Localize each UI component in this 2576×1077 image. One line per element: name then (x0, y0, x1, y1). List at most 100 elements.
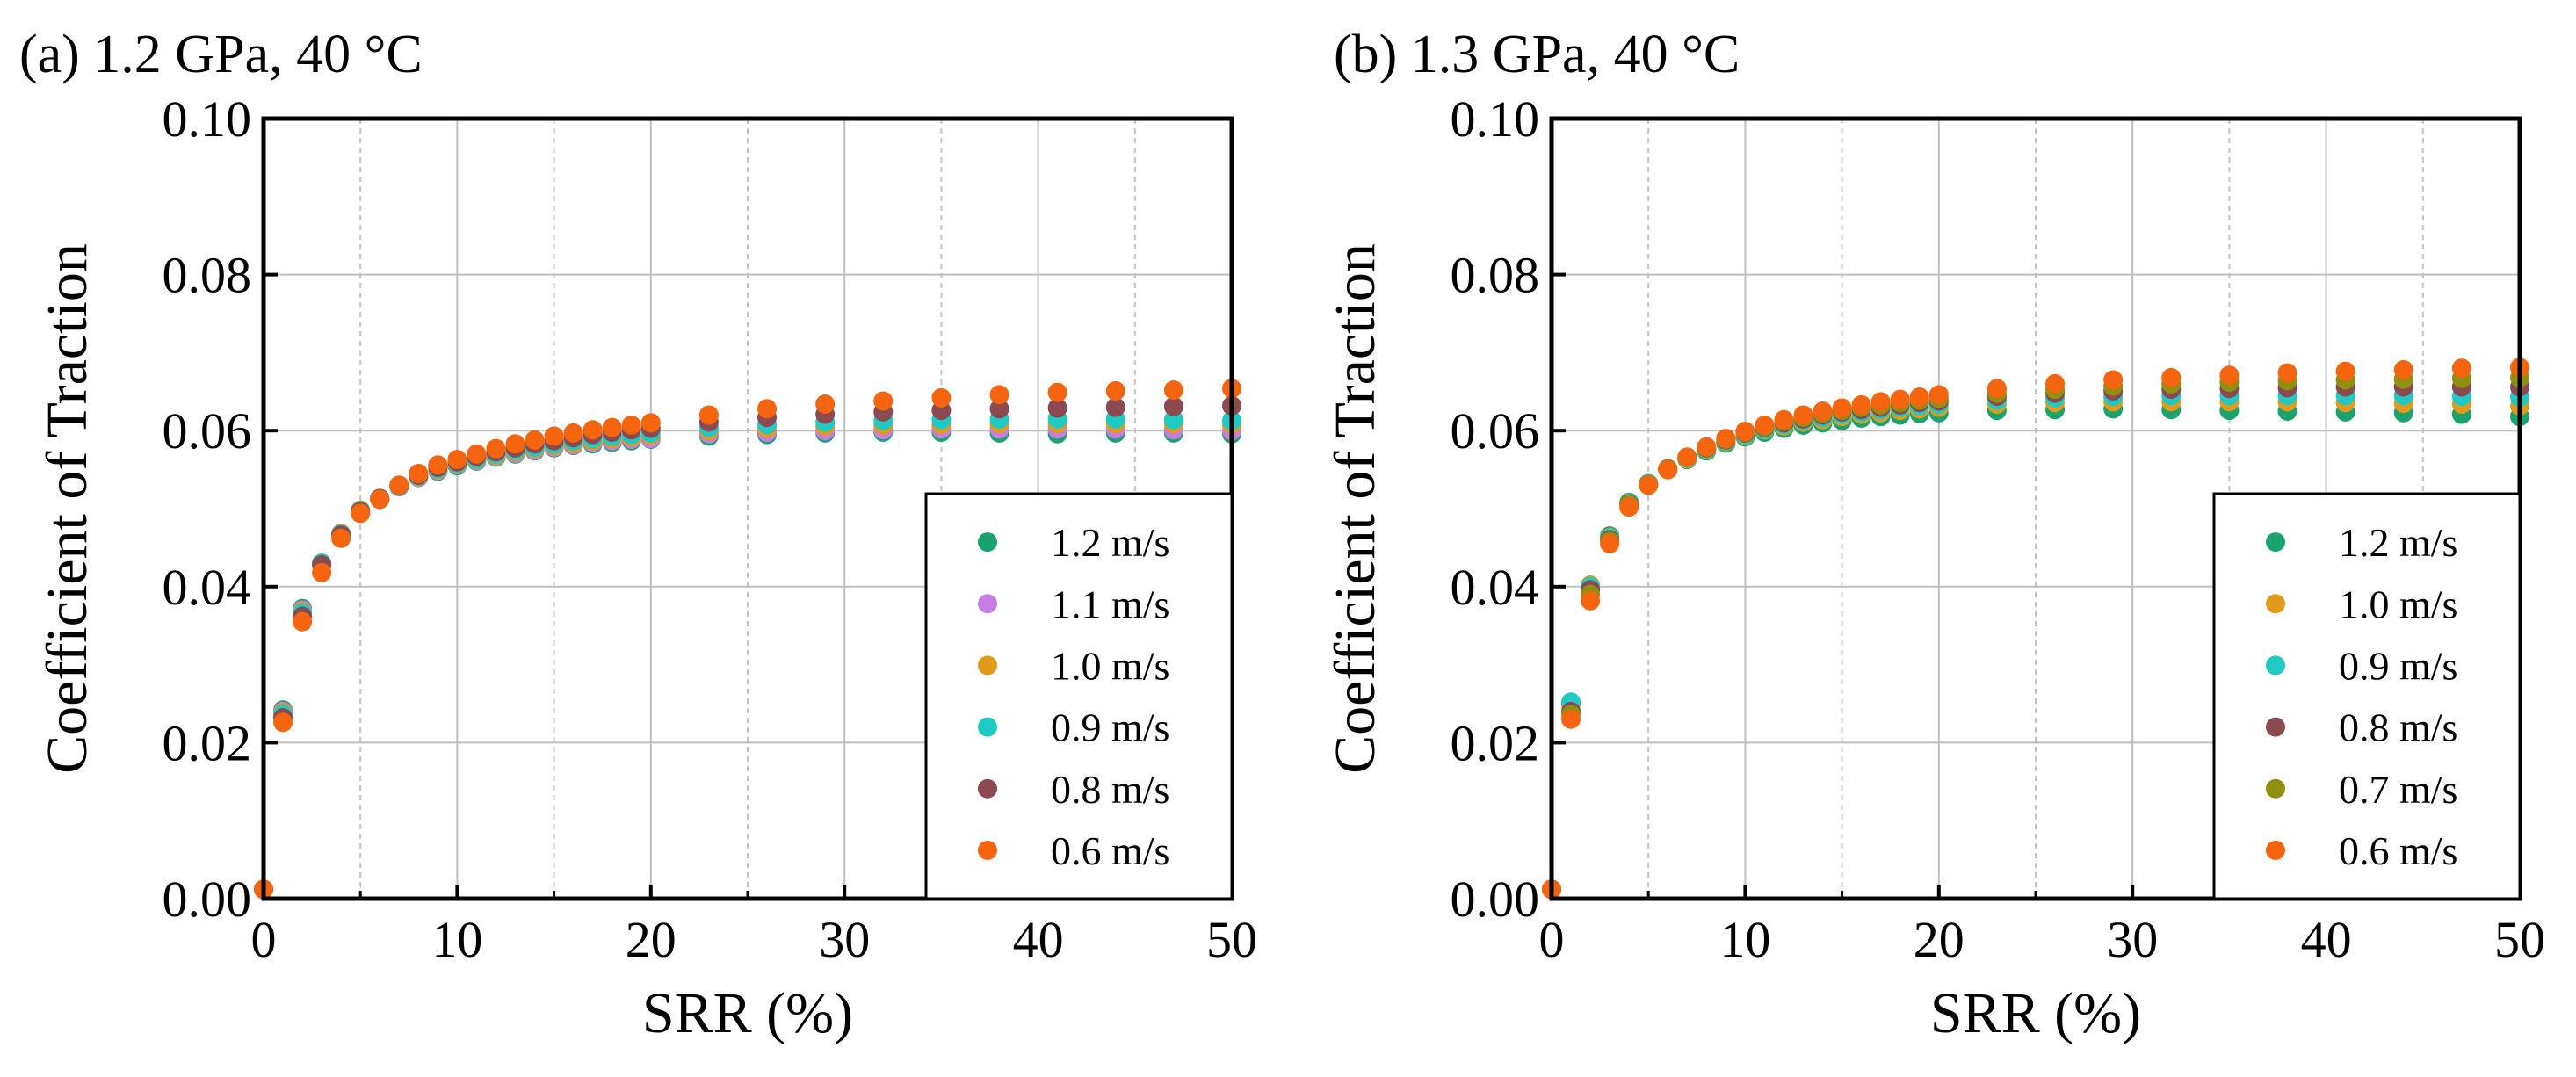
legend-item: 0.6 m/s (2266, 828, 2457, 873)
data-point (1793, 405, 1813, 425)
data-point (698, 405, 719, 425)
panel-title: (b) 1.3 GPa, 40 °C (1334, 25, 1740, 84)
data-point (2219, 365, 2240, 386)
legend-label: 1.0 m/s (2339, 582, 2457, 626)
y-tick-label: 0.08 (163, 247, 252, 304)
data-point (1909, 387, 1929, 408)
y-tick-label: 0.00 (163, 871, 252, 928)
y-axis: 0.00 0.02 0.04 0.06 0.08 0.10 Coefficient of T… (35, 90, 278, 928)
x-tick-label: 10 (431, 911, 482, 968)
legend-label: 0.6 m/s (2339, 828, 2457, 873)
data-points (254, 379, 1241, 900)
y-tick-label: 0.02 (1451, 714, 1540, 771)
data-point (2451, 358, 2471, 379)
data-point (389, 475, 409, 495)
y-tick-label: 0.02 (163, 714, 252, 771)
data-point (1890, 389, 1910, 409)
x-axis: 0 10 20 30 40 50 SRR (%) (251, 885, 1257, 1045)
data-point (1928, 385, 1949, 405)
legend-marker (2266, 532, 2285, 553)
legend-marker (978, 594, 997, 614)
legend-label: 0.6 m/s (1051, 828, 1169, 873)
legend-marker (978, 778, 997, 799)
legend-label: 1.2 m/s (2339, 520, 2457, 565)
data-point (1658, 459, 1678, 480)
legend-label: 0.8 m/s (1051, 767, 1169, 812)
series-0-6-m-s (254, 379, 1241, 900)
y-tick-label: 0.10 (163, 90, 252, 148)
legend-marker (978, 532, 997, 553)
legend-marker (2266, 717, 2285, 737)
data-point (1697, 437, 1717, 457)
data-point (370, 489, 390, 510)
data-point (447, 450, 467, 470)
data-point (525, 430, 545, 450)
data-point (1774, 409, 1794, 430)
data-point (1832, 398, 1852, 418)
x-tick-label: 40 (2301, 911, 2352, 968)
data-point (1677, 447, 1697, 467)
data-point (467, 444, 487, 464)
legend-item: 1.2 m/s (2266, 520, 2457, 565)
data-point (931, 387, 952, 408)
data-point (1581, 590, 1601, 611)
y-tick-label: 0.04 (163, 559, 252, 616)
chart-panel-b: (b) 1.3 GPa, 40 °C 0 10 20 30 40 50 SRR (%) 0.00… (1323, 25, 2545, 1045)
data-point (293, 611, 313, 632)
data-point (1047, 398, 1067, 418)
data-point (2103, 370, 2124, 390)
y-axis-label: Coefficient of Traction (35, 243, 99, 774)
x-tick-label: 0 (251, 911, 277, 968)
legend-marker (978, 655, 997, 676)
legend-label: 0.9 m/s (1051, 705, 1169, 750)
legend-item: 0.6 m/s (978, 828, 1169, 873)
legend-item: 0.9 m/s (2266, 643, 2457, 688)
x-tick-label: 20 (1914, 911, 1965, 968)
data-point (1163, 380, 1183, 401)
data-point (621, 415, 641, 435)
legend-label: 0.9 m/s (2339, 643, 2457, 688)
data-point (815, 394, 836, 415)
legend-item: 1.0 m/s (978, 643, 1169, 688)
legend-label: 0.7 m/s (2339, 767, 2457, 812)
legend-marker (2266, 840, 2285, 860)
x-tick-label: 10 (1719, 911, 1770, 968)
legend-marker (2266, 594, 2285, 614)
legend-marker (2266, 655, 2285, 676)
data-point (1619, 497, 1639, 517)
data-point (2277, 363, 2297, 383)
y-tick-label: 0.06 (1451, 402, 1540, 459)
x-axis: 0 10 20 30 40 50 SRR (%) (1539, 885, 2545, 1045)
data-point (2161, 367, 2182, 387)
data-point (1561, 709, 1581, 729)
data-point (1163, 396, 1183, 416)
data-point (428, 455, 448, 475)
legend-marker (978, 717, 997, 737)
data-point (989, 399, 1009, 419)
x-tick-label: 40 (1013, 911, 1064, 968)
legend-box (924, 492, 1234, 900)
y-tick-label: 0.08 (1451, 247, 1540, 304)
data-point (2393, 359, 2413, 379)
legend-item: 1.1 m/s (978, 582, 1169, 626)
legend-item: 0.8 m/s (2266, 705, 2457, 750)
data-point (1639, 475, 1659, 495)
data-point (1986, 379, 2007, 399)
x-axis-label: SRR (%) (642, 981, 853, 1045)
x-tick-label: 50 (2494, 911, 2545, 968)
x-tick-label: 30 (819, 911, 870, 968)
data-point (273, 712, 293, 733)
data-point (640, 413, 661, 433)
legend-label: 1.0 m/s (1051, 643, 1169, 688)
y-axis-label: Coefficient of Traction (1323, 243, 1387, 774)
data-point (1105, 380, 1125, 401)
x-tick-label: 20 (626, 911, 677, 968)
data-point (486, 438, 506, 459)
data-point (989, 385, 1009, 405)
y-tick-label: 0.06 (163, 402, 252, 459)
data-point (1870, 392, 1891, 412)
data-point (1851, 394, 1871, 415)
y-tick-label: 0.00 (1451, 871, 1540, 928)
legend-label: 0.8 m/s (2339, 705, 2457, 750)
